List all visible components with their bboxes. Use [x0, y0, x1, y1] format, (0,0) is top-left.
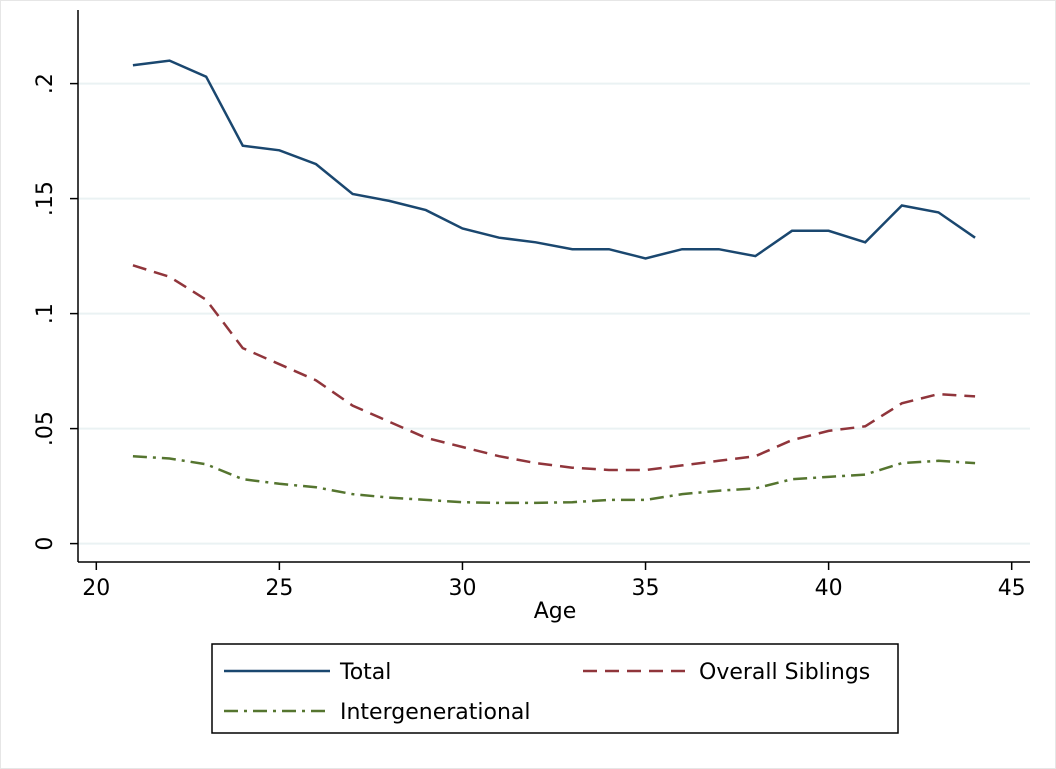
- x-axis-label: Age: [534, 599, 577, 624]
- y-tick-label: .15: [33, 181, 58, 216]
- y-tick-label: 0: [33, 537, 58, 551]
- x-tick-label: 45: [998, 576, 1026, 601]
- line-series: [132, 454, 976, 505]
- legend-label: Overall Siblings: [699, 660, 870, 685]
- x-tick-label: 30: [448, 576, 476, 601]
- y-tick-label: .2: [33, 73, 58, 94]
- x-tick-label: 40: [815, 576, 843, 601]
- x-tick-label: 35: [632, 576, 660, 601]
- legend-label: Intergenerational: [340, 700, 531, 725]
- legend-label: Total: [339, 660, 391, 685]
- legend-box: [211, 643, 899, 734]
- line-series: [132, 59, 976, 260]
- legend: Total Overall Siblings Intergenerational: [211, 643, 899, 734]
- x-tick-label: 20: [82, 576, 110, 601]
- y-tick-label: .05: [33, 411, 58, 446]
- y-tick-label: .1: [33, 303, 58, 324]
- x-tick-label: 25: [265, 576, 293, 601]
